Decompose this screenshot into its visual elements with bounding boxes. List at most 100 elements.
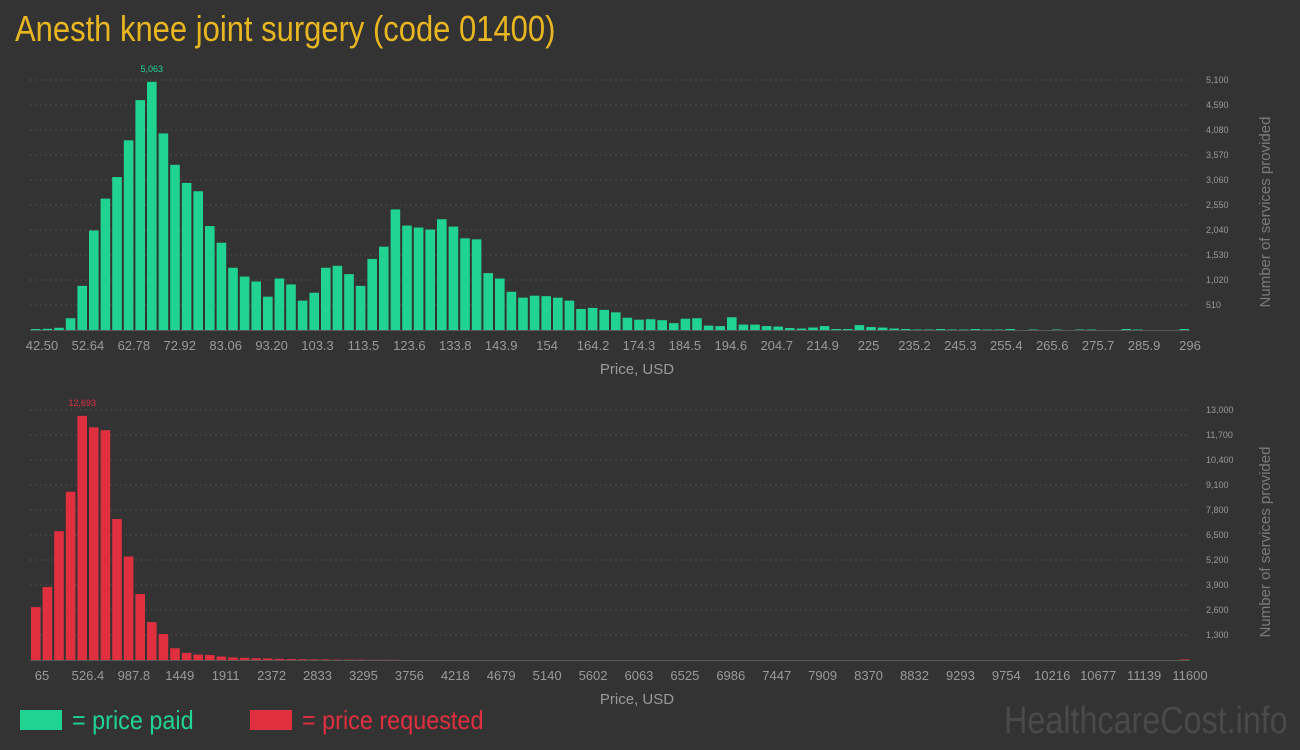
- x-tick-label: 4679: [487, 668, 516, 683]
- x-tick-label: 8370: [854, 668, 883, 683]
- bar: [727, 317, 737, 330]
- y-axis-title: Number of services provided: [1257, 117, 1274, 308]
- bar: [390, 209, 401, 330]
- page-title: Anesth knee joint surgery (code 01400): [15, 8, 556, 49]
- bar: [332, 265, 343, 330]
- y-tick-label: 1,300: [1206, 630, 1229, 640]
- bar: [123, 140, 134, 330]
- legend-price-paid: = price paid: [20, 704, 207, 735]
- x-tick-label: 194.6: [715, 338, 748, 353]
- x-tick-label: 526.4: [72, 668, 105, 683]
- bar: [31, 329, 41, 330]
- y-axis-title: Number of services provided: [1257, 447, 1274, 638]
- x-tick-label: 2372: [257, 668, 286, 683]
- bar: [181, 182, 192, 330]
- x-tick-label: 296: [1179, 338, 1201, 353]
- bar: [460, 238, 470, 330]
- y-tick-label: 6,500: [1206, 530, 1229, 540]
- y-tick-label: 13,000: [1206, 405, 1234, 415]
- x-tick-label: 245.3: [944, 338, 977, 353]
- bar: [309, 292, 319, 330]
- bar: [541, 296, 551, 330]
- bar: [785, 328, 795, 330]
- y-tick-label: 7,800: [1206, 505, 1229, 515]
- bar: [611, 312, 621, 330]
- y-tick-label: 2,600: [1206, 605, 1229, 615]
- bar: [228, 267, 238, 330]
- legend-label-paid: = price paid: [72, 704, 194, 735]
- bar: [274, 278, 285, 330]
- x-tick-label: 1449: [165, 668, 194, 683]
- bar: [42, 586, 53, 660]
- bar: [506, 291, 517, 330]
- y-tick-label: 3,060: [1206, 175, 1229, 185]
- bar: [205, 226, 215, 330]
- bar: [344, 274, 354, 330]
- bar: [216, 656, 227, 660]
- watermark-logo: HealthcareCost.info: [1004, 700, 1288, 742]
- bar: [286, 284, 296, 330]
- x-tick-label: 6525: [670, 668, 699, 683]
- bar: [147, 81, 157, 331]
- y-tick-label: 3,570: [1206, 150, 1229, 160]
- y-tick-label: 1,530: [1206, 250, 1229, 260]
- bar: [854, 325, 865, 330]
- x-tick-label: 255.4: [990, 338, 1023, 353]
- bar: [181, 652, 192, 660]
- bar: [483, 273, 493, 330]
- x-tick-label: 275.7: [1082, 338, 1115, 353]
- legend-price-requested: = price requested: [250, 704, 504, 735]
- bar: [553, 297, 563, 330]
- peak-value-label: 5,063: [141, 64, 164, 74]
- bar: [379, 246, 389, 330]
- bar: [413, 227, 424, 330]
- legend-label-requested: = price requested: [302, 704, 484, 735]
- bar: [321, 267, 331, 330]
- x-tick-label: 285.9: [1128, 338, 1161, 353]
- bar: [65, 491, 76, 660]
- x-tick-label: 7447: [762, 668, 791, 683]
- bar: [796, 328, 807, 330]
- bar: [42, 328, 53, 330]
- bar: [738, 324, 749, 330]
- bar: [65, 318, 76, 330]
- bar: [54, 531, 64, 660]
- bar: [31, 607, 41, 660]
- x-tick-label: 225: [858, 338, 880, 353]
- bar: [471, 239, 482, 330]
- y-tick-label: 11,700: [1206, 430, 1233, 440]
- x-tick-label: 103.3: [301, 338, 334, 353]
- bar: [112, 519, 122, 660]
- x-tick-label: 4218: [441, 668, 470, 683]
- x-axis-title: Price, USD: [600, 691, 674, 708]
- y-tick-label: 3,900: [1206, 580, 1229, 590]
- legend-swatch-paid: [20, 710, 62, 730]
- bar: [761, 326, 772, 330]
- x-axis-title: Price, USD: [600, 361, 674, 378]
- bar: [147, 622, 157, 660]
- bar: [321, 659, 331, 660]
- bar: [877, 327, 888, 330]
- bar: [297, 659, 308, 660]
- bar: [669, 323, 679, 330]
- bar: [564, 300, 575, 330]
- x-tick-label: 52.64: [72, 338, 105, 353]
- bar: [158, 133, 169, 330]
- bar: [135, 100, 145, 330]
- bar: [123, 556, 134, 660]
- bar: [239, 276, 250, 330]
- y-tick-label: 5,100: [1206, 75, 1229, 85]
- bar: [495, 278, 505, 330]
- bar: [866, 327, 876, 330]
- bar: [77, 415, 87, 660]
- bar: [89, 427, 99, 660]
- x-tick-label: 65: [35, 668, 49, 683]
- x-tick-label: 174.3: [623, 338, 656, 353]
- bar: [1179, 659, 1189, 660]
- bar: [193, 191, 203, 330]
- bar: [831, 329, 841, 330]
- bar: [367, 258, 377, 330]
- x-tick-label: 42.50: [26, 338, 59, 353]
- bar: [634, 319, 644, 330]
- bar: [819, 326, 830, 330]
